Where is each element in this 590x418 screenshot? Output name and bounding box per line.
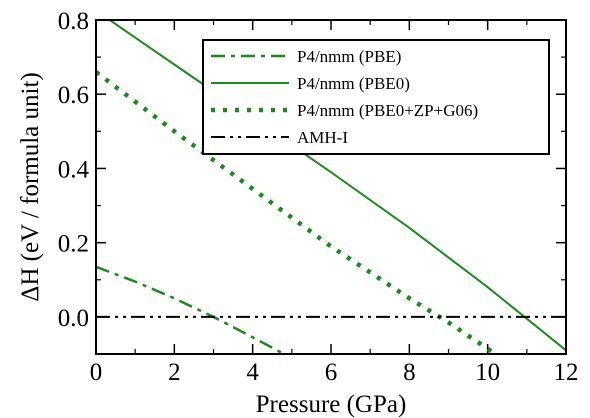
legend-label: P4/nmm (PBE) bbox=[297, 47, 401, 66]
y-axis-title: ΔH (eV / formula unit) bbox=[17, 72, 44, 301]
x-tick-label: 6 bbox=[325, 359, 338, 386]
y-tick-label: 0.4 bbox=[58, 156, 90, 183]
series-line-3 bbox=[96, 70, 497, 354]
legend: P4/nmm (PBE) P4/nmm (PBE0) P4/nmm (PBE0+ZP… bbox=[202, 39, 550, 155]
y-tick-label: 0.8 bbox=[58, 8, 89, 35]
x-tick-label: 0 bbox=[90, 359, 103, 386]
x-tick-label: 8 bbox=[403, 359, 416, 386]
y-tick-label: 0.0 bbox=[58, 305, 89, 332]
legend-label: P4/nmm (PBE0+ZP+G06) bbox=[297, 101, 478, 120]
legend-box bbox=[202, 39, 550, 155]
y-tick-label: 0.2 bbox=[58, 231, 89, 258]
x-tick-label: 2 bbox=[168, 359, 181, 386]
x-tick-label: 12 bbox=[554, 359, 579, 386]
y-tick-label: 0.6 bbox=[58, 82, 89, 109]
series-layer bbox=[96, 20, 566, 354]
plot-frame bbox=[95, 19, 567, 355]
series-line-1 bbox=[96, 265, 285, 354]
series-line-2 bbox=[109, 20, 566, 352]
legend-label: P4/nmm (PBE0) bbox=[297, 74, 410, 93]
tick-labels: 0 2 4 6 8 10 12 0.0 0.2 0.4 0.6 0.8 bbox=[58, 8, 579, 386]
legend-label: AMH-I bbox=[297, 128, 348, 147]
x-tick-label: 4 bbox=[246, 359, 259, 386]
x-tick-label: 10 bbox=[475, 359, 500, 386]
x-axis-title: Pressure (GPa) bbox=[256, 391, 407, 418]
